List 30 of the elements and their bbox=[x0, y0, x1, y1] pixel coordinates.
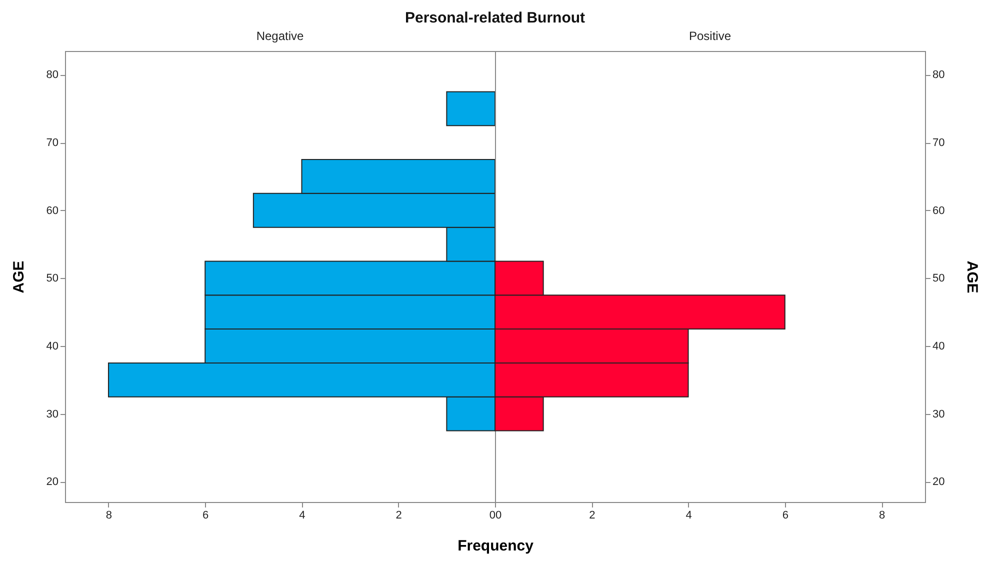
chart-title: Personal-related Burnout bbox=[404, 10, 586, 26]
x-tick-label: 6 bbox=[782, 510, 788, 522]
x-axis-title: Frequency bbox=[458, 538, 534, 554]
x-tick-label: 2 bbox=[589, 510, 596, 522]
y-tick-label: 70 bbox=[932, 137, 945, 150]
x-tick-label: 8 bbox=[106, 510, 112, 522]
chart-subtitle: Negative bbox=[256, 29, 304, 43]
y-tick-label: 50 bbox=[46, 272, 58, 285]
y-tick-label: 80 bbox=[46, 69, 58, 82]
y-axis-title: AGE bbox=[964, 260, 981, 294]
chart-subtitle: Positive bbox=[688, 29, 732, 43]
x-tick-label: 0 bbox=[496, 510, 502, 522]
x-tick-label: 6 bbox=[202, 510, 209, 522]
x-tick-label: 0 bbox=[489, 510, 496, 522]
y-tick-label: 30 bbox=[932, 408, 945, 420]
x-tick-label: 8 bbox=[878, 510, 886, 522]
y-tick-label: 60 bbox=[932, 204, 945, 217]
y-tick-label: 70 bbox=[46, 137, 58, 150]
y-tick-label: 40 bbox=[46, 340, 58, 353]
x-tick-label: 2 bbox=[396, 510, 402, 522]
y-tick-label: 30 bbox=[46, 408, 58, 420]
y-tick-label: 80 bbox=[932, 69, 945, 82]
x-tick-label: 4 bbox=[299, 510, 306, 522]
y-tick-label: 20 bbox=[932, 476, 945, 488]
y-axis-title: AGE bbox=[10, 260, 28, 294]
y-tick-label: 60 bbox=[46, 204, 58, 217]
y-tick-label: 40 bbox=[932, 340, 945, 353]
y-tick-label: 20 bbox=[46, 476, 58, 488]
x-tick-label: 4 bbox=[686, 510, 692, 522]
y-tick-label: 50 bbox=[932, 272, 945, 285]
